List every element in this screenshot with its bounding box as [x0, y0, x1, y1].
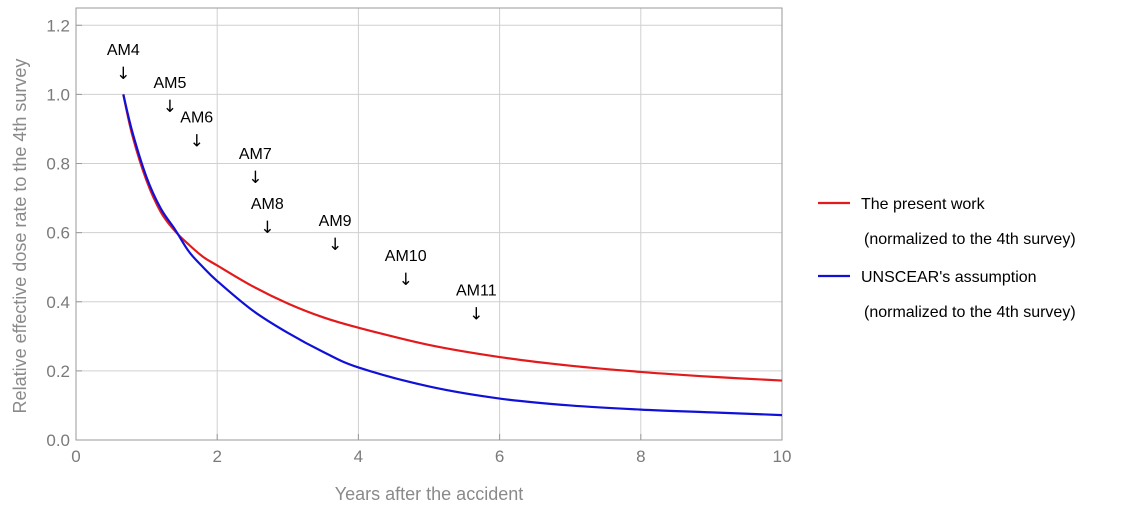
annotation-layer: ↓AM4↓AM5↓AM6↓AM7↓AM8↓AM9↓AM10↓AM11: [107, 42, 497, 324]
annotation-am6: ↓ AM6: [180, 110, 213, 152]
x-tick-label: 10: [773, 447, 792, 466]
annotation-label: AM9: [319, 213, 352, 230]
y-tick-label: 0.6: [46, 224, 70, 243]
legend-note-present-work: (normalized to the 4th survey): [864, 231, 1076, 248]
x-tick-label: 2: [212, 447, 221, 466]
legend-label-present-work: The present work: [861, 196, 986, 213]
annotation-label: AM8: [251, 196, 284, 213]
y-axis-title: Relative effective dose rate to the 4th …: [10, 59, 30, 414]
down-arrow-icon: ↓: [399, 270, 413, 290]
x-tick-label: 8: [636, 447, 645, 466]
down-arrow-icon: ↓: [190, 132, 204, 152]
y-tick-label: 0.8: [46, 155, 70, 174]
down-arrow-icon: ↓: [469, 304, 483, 324]
plot-frame: [75, 7, 783, 441]
annotation-label: AM7: [239, 146, 272, 163]
grid-lines: [76, 8, 782, 440]
annotation-am9: ↓ AM9: [319, 213, 352, 255]
down-arrow-icon: ↓: [163, 97, 177, 117]
annotation-label: AM4: [107, 42, 140, 59]
y-tick-label: 1.0: [46, 85, 70, 104]
x-tick-label: 4: [354, 447, 363, 466]
annotation-am11: ↓ AM11: [456, 282, 497, 324]
legend-label-unscear: UNSCEAR's assumption: [861, 269, 1037, 286]
annotation-am4: ↓ AM4: [107, 42, 140, 84]
y-tick-label: 1.2: [46, 16, 70, 35]
series-layer: [122, 94, 783, 417]
down-arrow-icon: ↓: [248, 168, 262, 188]
x-axis-title: Years after the accident: [335, 484, 523, 504]
legend: The present work (normalized to the 4th …: [818, 196, 1076, 321]
annotation-am8: ↓ AM8: [251, 196, 284, 238]
annotation-label: AM5: [153, 75, 186, 92]
annotation-label: AM10: [385, 248, 427, 265]
down-arrow-icon: ↓: [328, 235, 342, 255]
y-tick-label: 0.0: [46, 431, 70, 450]
legend-note-unscear: (normalized to the 4th survey): [864, 304, 1076, 321]
x-tick-label: 0: [71, 447, 80, 466]
annotation-am5: ↓ AM5: [153, 75, 186, 117]
down-arrow-icon: ↓: [116, 64, 130, 84]
x-tick-label: 6: [495, 447, 504, 466]
down-arrow-icon: ↓: [260, 218, 274, 238]
annotation-am7: ↓ AM7: [239, 146, 272, 188]
axis-ticks: 0 2 4 6 8 10 0.0 0.2 0.4 0.6 0.8 1.0 1.2: [46, 16, 791, 466]
y-tick-label: 0.4: [46, 293, 70, 312]
annotation-am10: ↓ AM10: [385, 248, 427, 290]
y-tick-label: 0.2: [46, 362, 70, 381]
annotation-label: AM6: [180, 110, 213, 127]
series-line-present-work: [122, 94, 783, 382]
series-line-unscear: [122, 94, 783, 417]
annotation-label: AM11: [456, 282, 497, 299]
